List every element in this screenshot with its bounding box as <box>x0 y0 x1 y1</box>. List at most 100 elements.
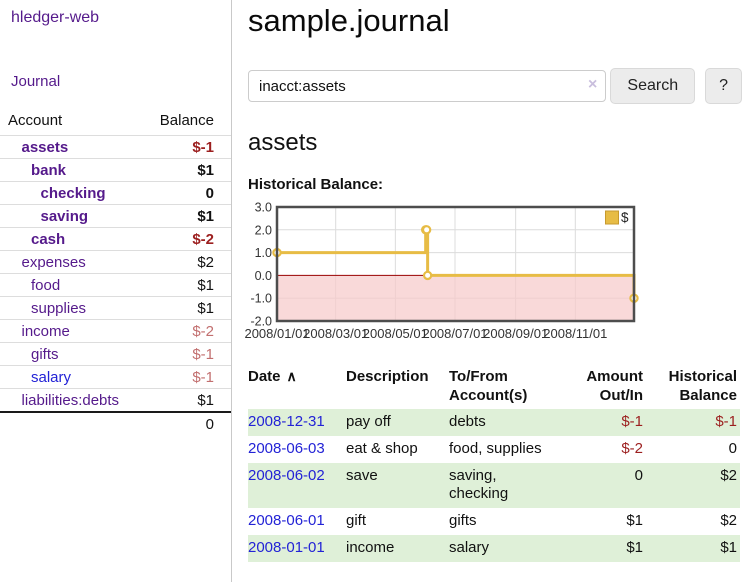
account-balance: $-2 <box>192 231 214 248</box>
account-balance: $1 <box>197 392 214 409</box>
register-date-link[interactable]: 2008-06-02 <box>248 467 325 484</box>
account-name-link[interactable]: gifts <box>31 346 59 363</box>
register-description: gift <box>346 512 367 529</box>
historical-balance-chart: 3.0 2.0 1.0 0.0 -1.0 -2.0 2008/01/01 2008/03/01… <box>244 201 646 343</box>
register-amount: $-2 <box>621 440 643 457</box>
sort-asc-icon: ∧ <box>286 368 297 384</box>
legend-label: $ <box>621 210 629 225</box>
svg-text:2008/01/01: 2008/01/01 <box>244 326 309 341</box>
account-name-link[interactable]: food <box>31 277 61 294</box>
account-name-link[interactable]: income <box>21 323 70 340</box>
account-row: salary $-1 <box>0 365 231 388</box>
register-balance: $-1 <box>715 413 737 430</box>
register-amount: 0 <box>634 467 643 484</box>
account-balance: $1 <box>197 300 214 317</box>
account-row: food $1 <box>0 273 231 296</box>
register-balance: 0 <box>728 440 737 457</box>
register-accounts: food, supplies <box>449 440 542 457</box>
register-date-link[interactable]: 2008-12-31 <box>248 413 325 430</box>
account-name-link[interactable]: assets <box>21 139 69 156</box>
register-accounts: salary <box>449 539 490 556</box>
description-column-header: Description <box>346 368 429 385</box>
account-balance: $-1 <box>192 369 214 386</box>
svg-text:2008/05/01: 2008/05/01 <box>363 326 428 341</box>
account-balance: $2 <box>197 254 214 271</box>
account-name-link[interactable]: salary <box>31 369 72 386</box>
accounts-total: 0 <box>0 411 231 433</box>
account-balance: $-1 <box>192 139 214 156</box>
legend-swatch <box>605 210 619 225</box>
account-name-link[interactable]: expenses <box>21 254 86 271</box>
account-row: liabilities:debts $1 <box>0 388 231 411</box>
search-button[interactable]: Search <box>610 68 696 104</box>
main-content: sample.journal × Search ? assets Histori… <box>244 0 742 562</box>
clear-search-icon[interactable]: × <box>588 76 598 93</box>
register-row: 2008-06-02 save saving, checking 0 $2 <box>248 463 740 508</box>
register-table: Date ∧ Description To/From Account(s) Amo… <box>248 363 740 562</box>
search-input[interactable] <box>248 70 607 102</box>
chart-title: Historical Balance: <box>248 176 384 193</box>
account-name-link[interactable]: cash <box>31 231 66 248</box>
account-row: saving $1 <box>0 204 231 227</box>
account-row: checking 0 <box>0 181 231 204</box>
date-column-header[interactable]: Date ∧ <box>248 363 346 409</box>
register-accounts: debts <box>449 413 486 430</box>
svg-text:-1.0: -1.0 <box>250 292 272 306</box>
account-column-header: Account <box>8 112 63 129</box>
account-tree-header: Account Balance <box>0 112 231 135</box>
help-button[interactable]: ? <box>705 68 742 104</box>
account-name-link[interactable]: liabilities:debts <box>21 392 120 409</box>
register-balance: $1 <box>720 539 737 556</box>
register-accounts: gifts <box>449 512 477 529</box>
register-date-link[interactable]: 2008-06-01 <box>248 512 325 529</box>
register-row: 2008-12-31 pay off debts $-1 $-1 <box>248 409 740 436</box>
svg-text:0.0: 0.0 <box>255 269 272 283</box>
sidebar: hledger-web Journal Account Balance asse… <box>0 0 232 582</box>
data-point-marker <box>422 270 433 281</box>
register-section: Date ∧ Description To/From Account(s) Amo… <box>248 363 742 562</box>
search-box: × <box>248 70 607 102</box>
register-date-link[interactable]: 2008-06-03 <box>248 440 325 457</box>
accounts-column-header: To/From Account(s) <box>449 368 528 404</box>
account-balance: $1 <box>197 277 214 294</box>
account-row: bank $1 <box>0 158 231 181</box>
register-row: 2008-01-01 income salary $1 $1 <box>248 535 740 562</box>
app-title-link[interactable]: hledger-web <box>11 9 100 26</box>
account-name-link[interactable]: bank <box>31 162 67 179</box>
register-amount: $1 <box>626 539 643 556</box>
svg-text:-2.0: -2.0 <box>250 315 272 329</box>
account-row: cash $-2 <box>0 227 231 250</box>
account-balance: 0 <box>205 185 214 202</box>
balance-chart-svg: 3.0 2.0 1.0 0.0 -1.0 -2.02008/01/012008/03/01… <box>244 201 639 341</box>
search-bar: × Search ? <box>248 68 742 104</box>
account-row: expenses $2 <box>0 250 231 273</box>
register-date-link[interactable]: 2008-01-01 <box>248 539 325 556</box>
svg-text:2.0: 2.0 <box>255 223 272 237</box>
balance-column-header: Balance <box>159 112 214 129</box>
account-balance: $1 <box>197 162 214 179</box>
account-tree: assets $-1 bank $1 checking 0 saving $1 … <box>0 135 231 411</box>
register-description: save <box>346 467 378 484</box>
register-amount: $-1 <box>621 413 643 430</box>
register-description: pay off <box>346 413 391 430</box>
register-balance: $2 <box>720 512 737 529</box>
account-heading: assets <box>248 129 318 156</box>
register-accounts: saving, checking <box>449 467 509 502</box>
register-amount: $1 <box>626 512 643 529</box>
account-balance: $1 <box>197 208 214 225</box>
account-row: assets $-1 <box>0 135 231 158</box>
account-row: gifts $-1 <box>0 342 231 365</box>
account-name-link[interactable]: saving <box>40 208 89 225</box>
account-balance: $-2 <box>192 323 214 340</box>
data-point-marker <box>421 225 432 235</box>
register-row: 2008-06-01 gift gifts $1 $2 <box>248 508 740 535</box>
register-row: 2008-06-03 eat & shop food, supplies $-2… <box>248 436 740 463</box>
account-row: supplies $1 <box>0 296 231 319</box>
sidebar-item-journal[interactable]: Journal <box>11 73 61 90</box>
page-title: sample.journal <box>248 3 450 38</box>
svg-text:1.0: 1.0 <box>255 246 272 260</box>
amount-column-header: Amount Out/In <box>586 368 643 404</box>
account-name-link[interactable]: supplies <box>31 300 87 317</box>
account-row: income $-2 <box>0 319 231 342</box>
account-name-link[interactable]: checking <box>40 185 106 202</box>
